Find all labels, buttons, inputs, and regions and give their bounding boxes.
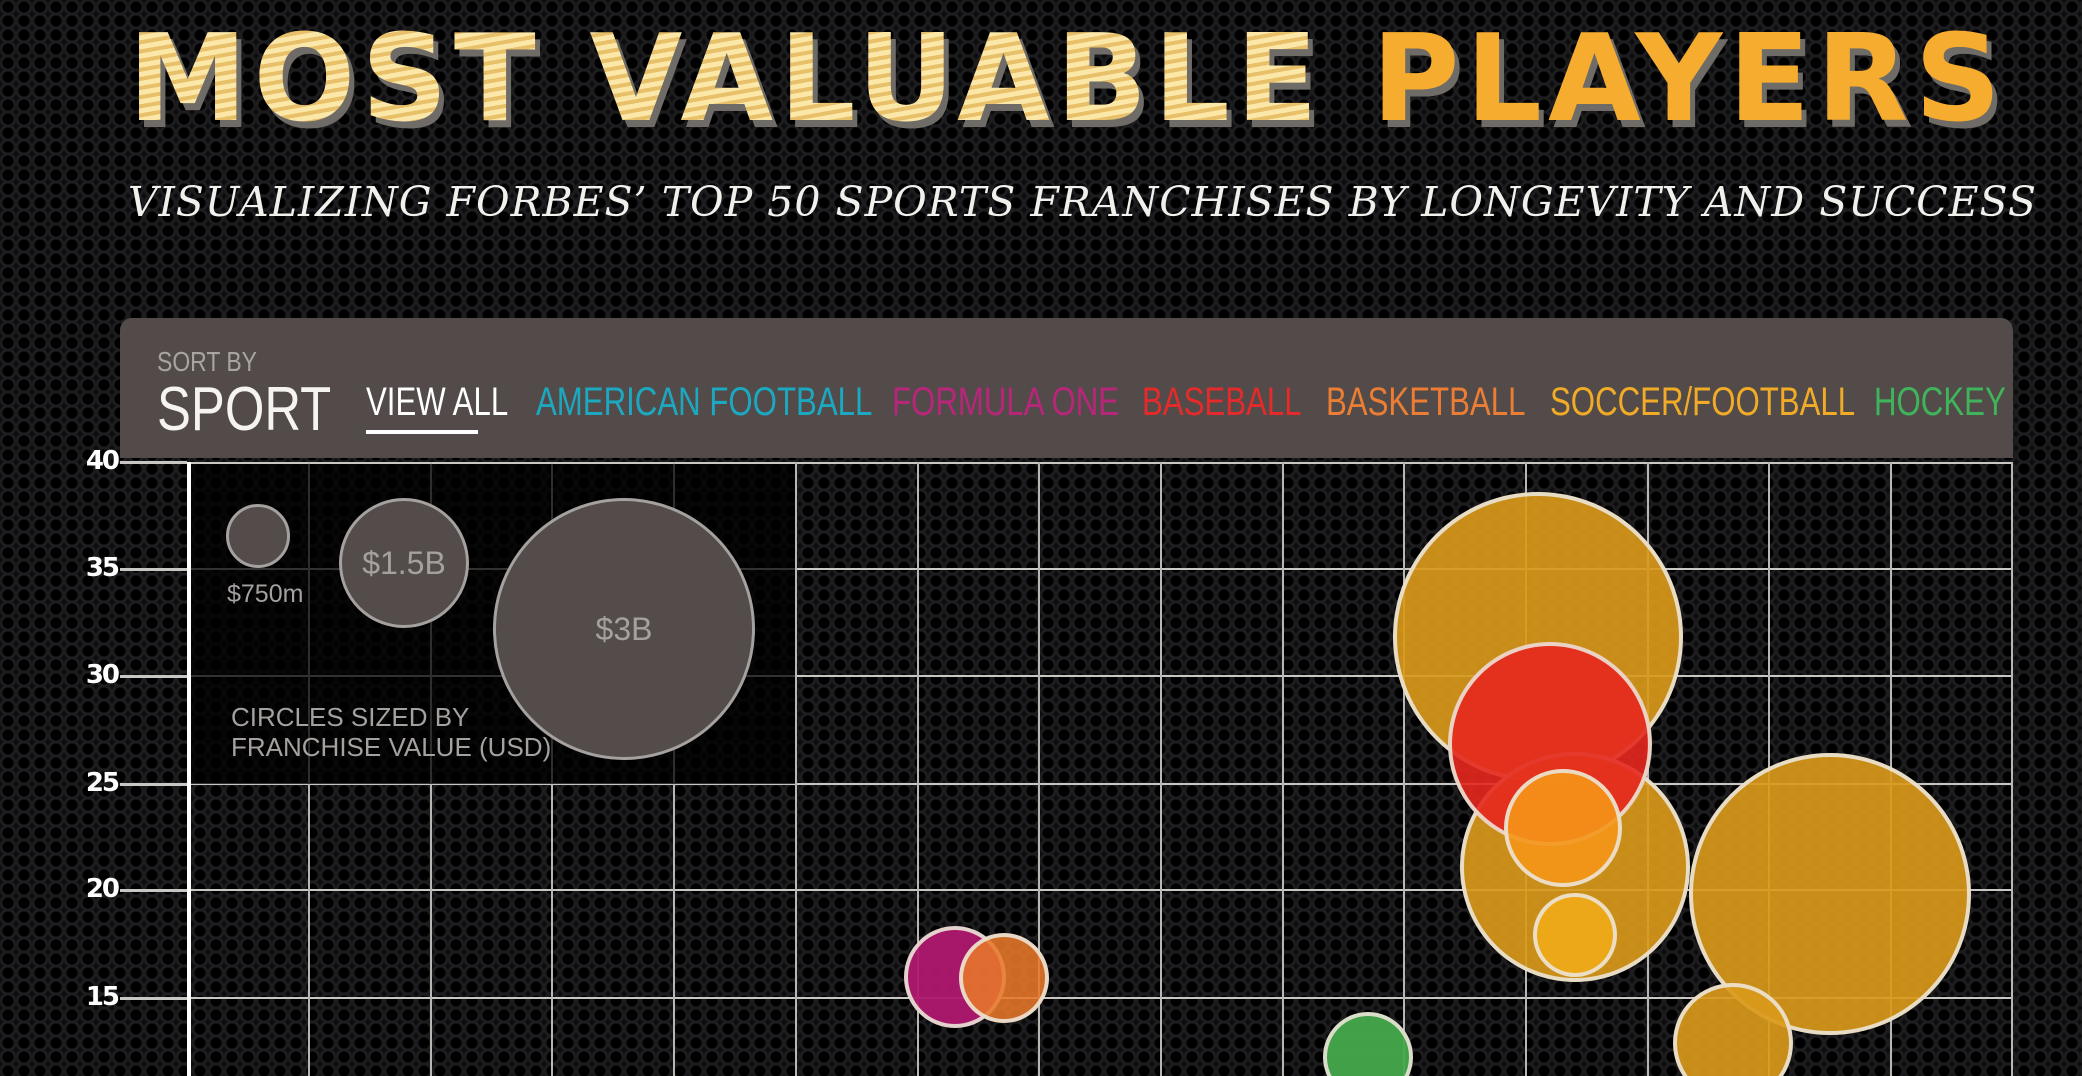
gridline-x-5 [795, 462, 797, 1076]
y-tick-40 [120, 461, 187, 464]
filter-baseball[interactable]: BASEBALL [1142, 380, 1302, 424]
y-tick-25 [120, 783, 187, 786]
page-title: MOST VALUABLE PLAYERS [128, 20, 2007, 140]
gridline-y-25 [187, 783, 2013, 785]
y-label-30: 30 [85, 660, 120, 690]
y-tick-15 [120, 997, 187, 1000]
active-filter-underline [366, 430, 478, 434]
filter-view-all[interactable]: VIEW ALL [366, 380, 509, 424]
gridline-y-15 [187, 997, 2013, 999]
bubble-chart-plot: $750m $1.5B $3B CIRCLES SIZED BY FRANCHI… [187, 462, 2013, 1076]
y-tick-30 [120, 675, 187, 678]
size-legend: $750m $1.5B $3B CIRCLES SIZED BY FRANCHI… [191, 464, 795, 784]
y-label-25: 25 [85, 768, 120, 798]
gridline-x-7 [1038, 462, 1040, 1076]
filter-formula-one[interactable]: FORMULA ONE [892, 380, 1120, 424]
filter-basketball[interactable]: BASKETBALL [1326, 380, 1526, 424]
y-axis-line [187, 462, 191, 1076]
gridline-y-30 [187, 675, 2013, 677]
page-subtitle: VISUALIZING FORBES’ TOP 50 SPORTS FRANCH… [128, 178, 2037, 226]
bubble-soccer-5[interactable] [1673, 983, 1793, 1076]
legend-circle-750m [226, 504, 290, 568]
legend-circle-3b: $3B [493, 498, 755, 760]
sort-by-label: SORT BY [157, 346, 257, 377]
sort-filter-bar: SORT BY SPORT VIEW ALL AMERICAN FOOTBALL… [120, 318, 2013, 458]
gridline-y-20 [187, 889, 2013, 891]
sort-dimension-label: SPORT [157, 375, 332, 444]
y-label-35: 35 [85, 553, 120, 583]
legend-note-line-1: CIRCLES SIZED BY [231, 702, 470, 732]
bubble-hockey[interactable] [1323, 1012, 1413, 1076]
y-tick-20 [120, 889, 187, 892]
bubble-soccer-3[interactable] [1533, 893, 1617, 977]
legend-circle-1-5b: $1.5B [339, 498, 469, 628]
title-part-1: MOST VALUABLE [128, 10, 1324, 149]
gridline-x-6 [917, 462, 919, 1076]
gridline-y-40 [187, 462, 2013, 464]
gridline-x-8 [1160, 462, 1162, 1076]
title-part-2: PLAYERS [1371, 10, 2008, 149]
gridline-x-15 [2011, 462, 2013, 1076]
filter-hockey[interactable]: HOCKEY [1874, 380, 2006, 424]
y-label-20: 20 [85, 874, 120, 904]
gridline-x-9 [1282, 462, 1284, 1076]
legend-label-1-5b: $1.5B [362, 544, 446, 581]
y-label-40: 40 [85, 446, 120, 476]
bubble-basketball-1[interactable] [959, 933, 1049, 1023]
y-tick-35 [120, 568, 187, 571]
filter-soccer-football[interactable]: SOCCER/FOOTBALL [1550, 380, 1856, 424]
filter-american-football[interactable]: AMERICAN FOOTBALL [536, 380, 873, 424]
gridline-y-35 [187, 568, 2013, 570]
y-label-15: 15 [85, 982, 120, 1012]
gridline-x-10 [1403, 462, 1405, 1076]
bubble-basketball-2[interactable] [1504, 769, 1622, 887]
legend-label-750m: $750m [227, 580, 304, 608]
legend-label-3b: $3B [595, 610, 653, 647]
legend-note-line-2: FRANCHISE VALUE (USD) [231, 732, 552, 762]
